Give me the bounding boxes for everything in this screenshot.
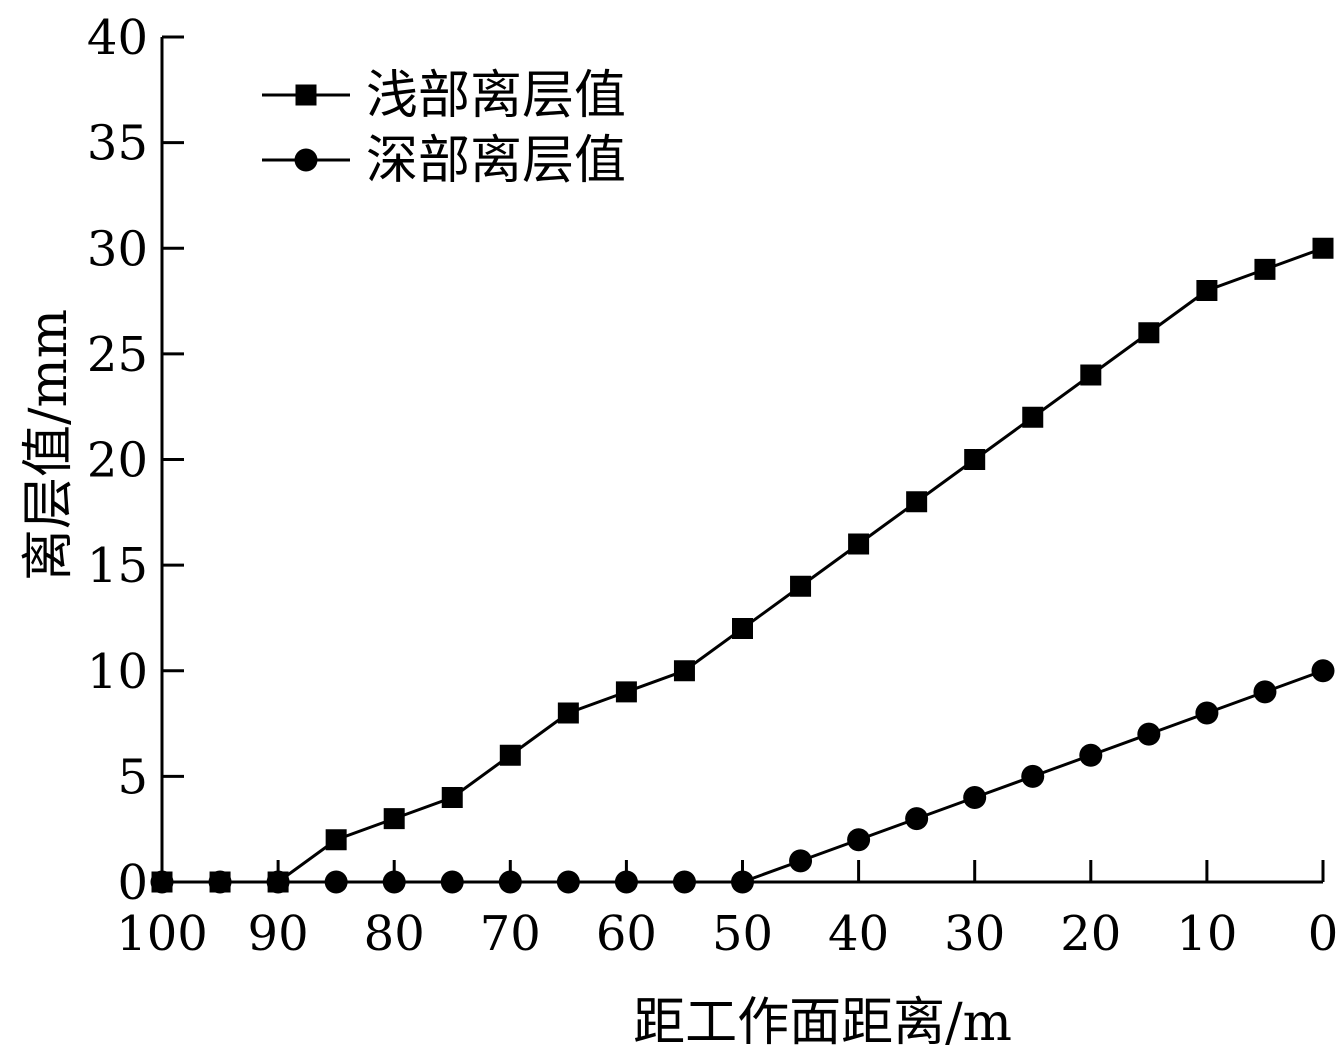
legend-label: 浅部离层值 (366, 66, 626, 126)
series-line (162, 246, 1324, 884)
x-tick-label: 90 (248, 906, 309, 962)
data-point (906, 491, 928, 513)
data-point (498, 870, 522, 894)
y-axis-title: 离层值/mm (19, 309, 79, 581)
data-point (848, 533, 870, 555)
legend-item-2: 深部离层值 (262, 131, 626, 191)
data-point (673, 660, 695, 682)
data-point (325, 829, 347, 851)
legend-marker (294, 148, 318, 172)
x-tick-label: 40 (828, 906, 889, 962)
data-point (324, 870, 348, 894)
y-tick-label: 5 (117, 749, 148, 805)
data-point (1311, 659, 1335, 683)
data-point (440, 870, 464, 894)
data-point (790, 575, 812, 597)
y-tick-label: 30 (87, 221, 148, 277)
x-tick-label: 50 (712, 906, 773, 962)
x-tick-label: 60 (596, 906, 657, 962)
y-tick-label: 15 (87, 538, 148, 594)
data-point (499, 744, 521, 766)
data-point (1312, 237, 1334, 259)
series-layer (150, 237, 1335, 894)
legend-item-1: 浅部离层值 (262, 66, 626, 126)
data-point (789, 849, 813, 873)
x-ticks: 100 90 80 70 60 50 40 30 20 10 0 (116, 860, 1338, 962)
y-tick-label: 40 (87, 10, 148, 66)
data-point (614, 870, 638, 894)
series-2 (150, 659, 1335, 894)
data-point (905, 807, 929, 831)
data-point (847, 828, 871, 852)
data-point (1022, 406, 1044, 428)
y-tick-label: 10 (87, 644, 148, 700)
data-point (1079, 743, 1103, 767)
data-point (1254, 258, 1276, 280)
data-point (208, 870, 232, 894)
data-point (672, 870, 696, 894)
data-point (1137, 722, 1161, 746)
data-point (556, 870, 580, 894)
series-line (162, 669, 1324, 884)
legend-marker (295, 84, 317, 106)
data-point (1195, 701, 1219, 725)
data-point (963, 786, 987, 809)
x-tick-label: 80 (364, 906, 425, 962)
data-point (557, 702, 579, 724)
y-tick-label: 0 (117, 855, 148, 911)
data-point (266, 870, 290, 894)
data-point (1196, 280, 1218, 301)
x-tick-label: 100 (116, 906, 208, 962)
axes (160, 37, 1323, 884)
x-tick-label: 30 (944, 906, 1005, 962)
y-ticks: 0 5 10 15 20 25 30 35 40 (87, 10, 184, 911)
data-point (383, 808, 405, 830)
data-point (1138, 322, 1160, 344)
x-tick-label: 10 (1176, 906, 1237, 962)
data-point (964, 449, 986, 470)
x-tick-label: 70 (480, 906, 541, 962)
legend-label: 深部离层值 (366, 131, 626, 191)
data-point (732, 618, 753, 639)
data-point (615, 681, 637, 703)
data-point (441, 787, 463, 808)
y-tick-label: 35 (87, 116, 148, 172)
y-tick-label: 20 (87, 433, 148, 489)
data-point (382, 870, 406, 894)
data-point (1021, 764, 1045, 788)
data-point (1253, 680, 1277, 704)
series-1 (151, 237, 1334, 893)
y-tick-label: 25 (87, 327, 148, 383)
x-axis-title: 距工作面距离/m (633, 993, 1012, 1053)
data-point (150, 870, 174, 894)
data-point (731, 870, 754, 894)
x-tick-label: 0 (1308, 906, 1339, 962)
x-tick-label: 20 (1060, 906, 1121, 962)
data-point (1080, 364, 1102, 386)
